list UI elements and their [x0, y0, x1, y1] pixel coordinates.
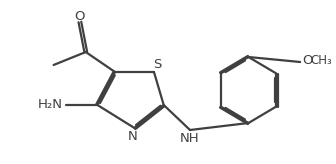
Text: H₂N: H₂N: [37, 99, 62, 112]
Text: S: S: [153, 59, 161, 72]
Text: O: O: [75, 10, 85, 23]
Text: O: O: [302, 54, 312, 68]
Text: N: N: [128, 130, 137, 143]
Text: CH₃: CH₃: [311, 54, 333, 68]
Text: NH: NH: [180, 132, 200, 144]
